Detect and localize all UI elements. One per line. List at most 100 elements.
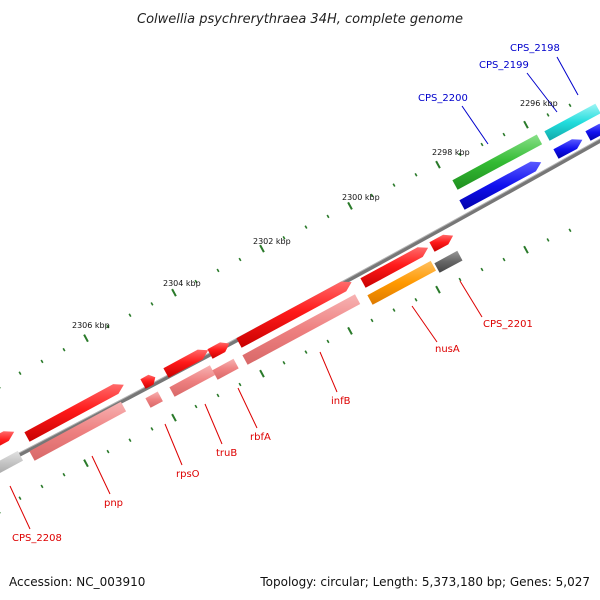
inner-ring-tick (326, 339, 330, 344)
inner-ring-tick (216, 393, 220, 398)
outer-ring-tick (546, 113, 550, 117)
inner-ring-tick (106, 449, 110, 454)
inner-ring-tick (194, 404, 198, 409)
inner-ring-tick (370, 318, 374, 323)
leader-pnp (91, 455, 111, 495)
scale-label-2306: 2306 kbp (72, 321, 110, 330)
outer-ring-tick (392, 183, 396, 187)
inner-ring-tick (458, 277, 462, 282)
outer-ring-tick (568, 103, 572, 108)
outer-ring-tick (523, 120, 529, 129)
scale-label-2302: 2302 kbp (253, 237, 291, 246)
leader-rpso (164, 423, 183, 466)
gene-cps-2199-blue (553, 139, 583, 159)
gene-cps-2208-fwd (0, 431, 15, 446)
gene-features (0, 103, 600, 473)
topology-text: Topology: circular; Length: 5,373,180 bp… (259, 575, 590, 589)
outer-ring-tick (18, 371, 22, 375)
tick-marks (0, 103, 572, 514)
outer-ring-tick (304, 225, 308, 229)
outer-ring-tick (347, 201, 353, 210)
gene-trub-rev (169, 365, 216, 397)
outer-ring-tick (171, 288, 177, 297)
gene-label-cps-2201: CPS_2201 (483, 319, 533, 330)
gene-infb-rev (242, 294, 361, 365)
scale-label-2300: 2300 kbp (342, 193, 380, 202)
inner-ring-tick (546, 238, 550, 242)
inner-ring-tick (259, 369, 265, 378)
outer-ring-tick (414, 173, 418, 177)
inner-ring-tick (435, 285, 441, 294)
gene-label-rpso: rpsO (176, 469, 200, 480)
gene-label-trub: truB (216, 448, 237, 459)
gene-label-rbfa: rbfA (250, 432, 271, 443)
gene-label-cps-2200: CPS_2200 (418, 93, 468, 104)
outer-ring-tick (83, 334, 89, 343)
label-leader-lines (9, 56, 579, 530)
gene-label-pnp: pnp (104, 498, 123, 509)
gene-infb (236, 281, 352, 348)
leader-nusa (411, 305, 438, 343)
outer-ring-tick (150, 302, 154, 306)
leader-cps-2200 (461, 105, 489, 145)
gene-nusa-orange (367, 260, 436, 305)
outer-ring-tick (370, 193, 374, 198)
gene-label-cps-2208: CPS_2208 (12, 533, 62, 544)
leader-rbfa (237, 387, 258, 429)
scale-label-2296: 2296 kbp (520, 99, 558, 108)
leader-cps-2201 (459, 280, 483, 318)
gene-label-cps-2198: CPS_2198 (510, 43, 560, 54)
outer-ring-tick (62, 347, 66, 352)
inner-ring-tick (18, 496, 22, 500)
inner-ring-tick (171, 413, 177, 422)
outer-ring-tick (435, 160, 441, 169)
inner-ring-tick (414, 298, 418, 302)
inner-ring-tick (502, 257, 506, 262)
inner-ring-tick (83, 459, 89, 468)
inner-ring-tick (392, 308, 396, 312)
outer-ring-tick (502, 132, 506, 137)
gene-label-cps-2199: CPS_2199 (479, 60, 529, 71)
gene-pnp (24, 384, 124, 442)
accession-text: Accession: NC_003910 (9, 575, 145, 589)
gene-cps-2200-green (452, 134, 543, 190)
gene-cps-2198-blue (585, 123, 600, 141)
outer-ring-tick (128, 313, 132, 317)
inner-ring-tick (238, 382, 242, 387)
gene-cps-2201-grey (434, 250, 463, 273)
outer-ring-tick (40, 359, 44, 364)
outer-ring-tick (106, 324, 110, 329)
gene-rpso (140, 374, 156, 389)
inner-ring-tick (40, 484, 44, 489)
outer-ring-tick (216, 268, 220, 273)
leader-trub (204, 403, 223, 445)
gene-rbfa-rev (212, 358, 239, 380)
gene-cps-2201-fwd (429, 234, 454, 252)
gene-rpso-rev (145, 391, 163, 408)
outer-ring-tick (259, 244, 265, 253)
gene-cps-2199-cyan (544, 103, 600, 141)
inner-ring-tick (150, 427, 154, 431)
outer-ring-tick (282, 236, 286, 240)
outer-ring-tick (238, 257, 242, 262)
gene-trub (163, 349, 209, 378)
gene-nusa (360, 247, 429, 288)
leader-cps-2199 (526, 72, 558, 113)
gene-label-nusa: nusA (435, 344, 460, 355)
gene-cps-2208-rev (0, 450, 23, 473)
inner-ring-tick (480, 267, 484, 272)
inner-ring-tick (568, 228, 572, 233)
inner-ring-tick (128, 438, 132, 442)
leader-infb (319, 351, 338, 393)
scale-label-2304: 2304 kbp (163, 279, 201, 288)
scale-label-2298: 2298 kbp (432, 148, 470, 157)
map-title: Colwellia psychrerythraea 34H, complete … (137, 12, 463, 27)
outer-ring-tick (326, 214, 330, 219)
gene-rbfa (207, 342, 230, 359)
inner-ring-tick (347, 326, 353, 335)
inner-ring-tick (282, 361, 286, 365)
inner-ring-tick (62, 472, 66, 477)
inner-ring-tick (304, 350, 308, 354)
leader-cps-2198 (556, 56, 579, 96)
